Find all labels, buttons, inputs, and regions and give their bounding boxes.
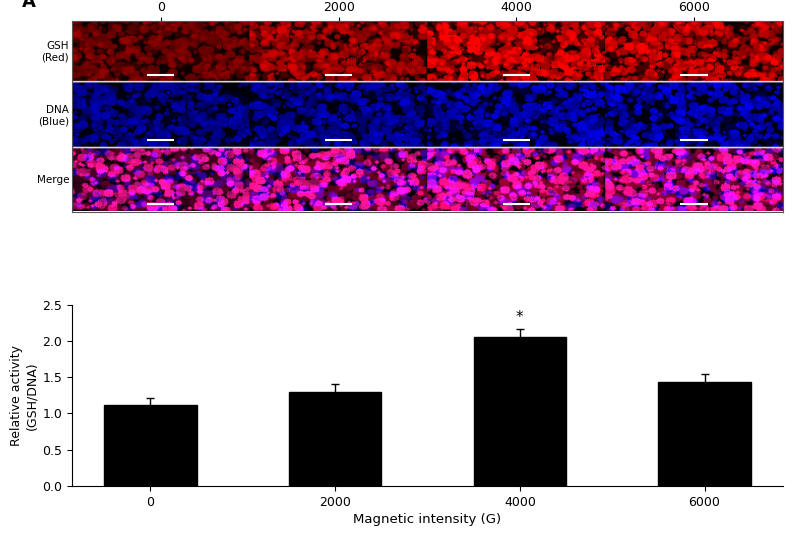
Bar [474,336,566,486]
X-axis label: Magnetic intensity (G): Magnetic intensity (G) [353,513,502,526]
Bar [289,392,381,486]
Text: A: A [22,0,36,11]
Y-axis label: Relative activity
(GSH/DNA): Relative activity (GSH/DNA) [10,345,38,446]
Text: *: * [516,310,523,325]
Bar [658,382,751,486]
Bar [104,405,197,486]
